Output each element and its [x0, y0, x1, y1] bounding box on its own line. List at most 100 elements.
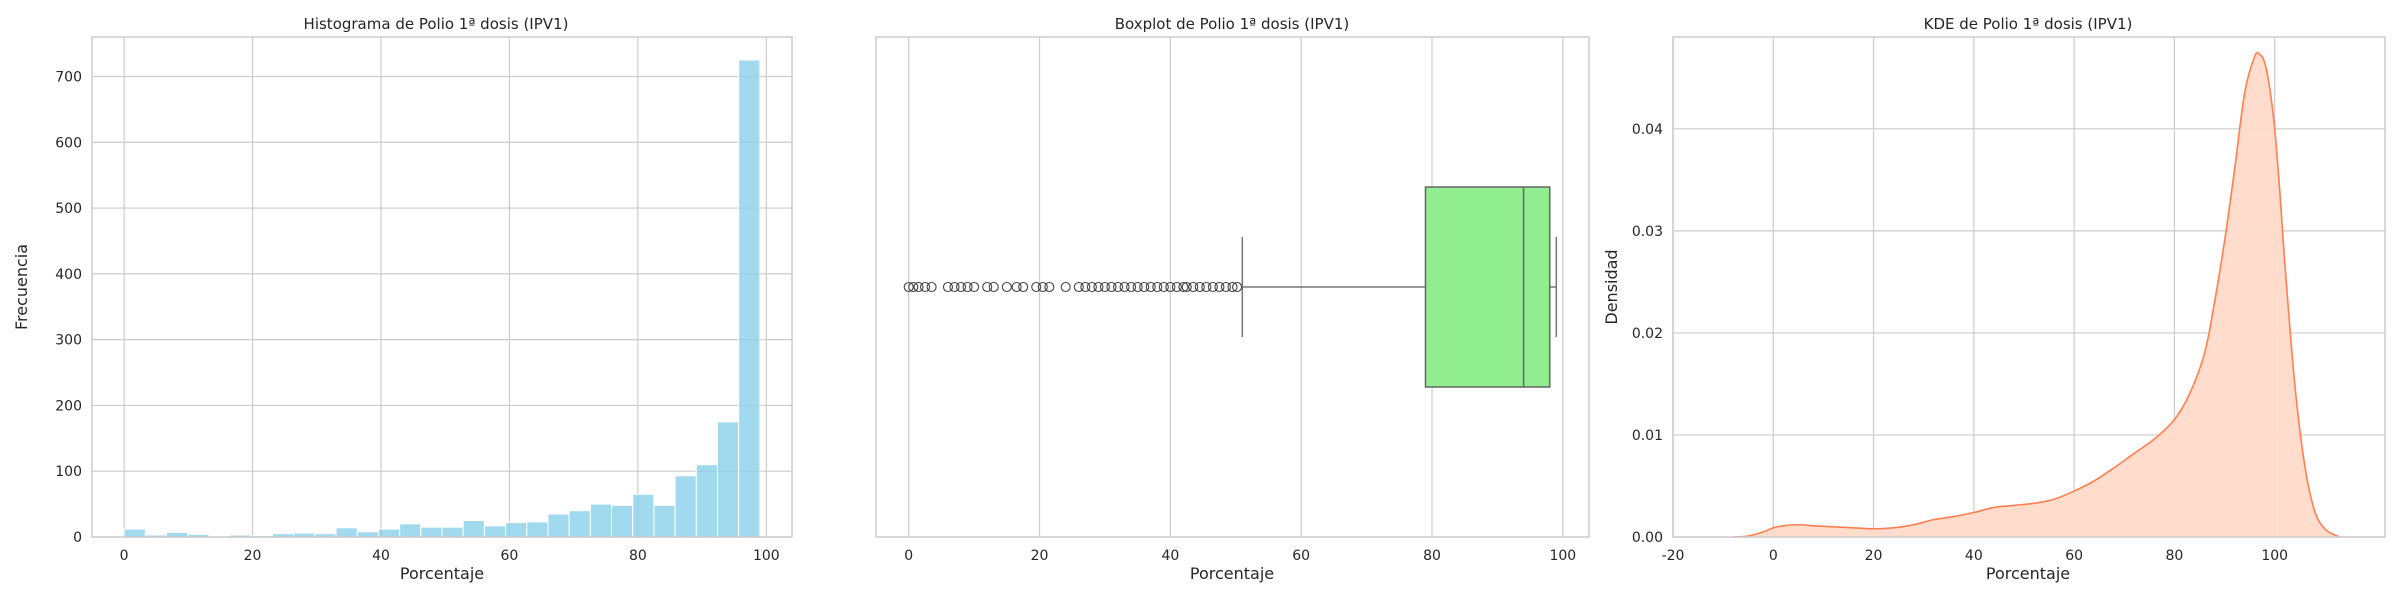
x-tick-label: 0 [120, 548, 129, 564]
histogram-bar [738, 59, 761, 538]
y-tick-label: 600 [55, 135, 82, 151]
boxplot-outlier [1232, 281, 1243, 293]
x-tick-label: 100 [753, 548, 780, 564]
boxplot-outlier [1165, 281, 1176, 293]
x-tick-label: 80 [2165, 548, 2183, 564]
boxplot-outlier [1227, 281, 1238, 293]
histogram-bar [695, 464, 719, 538]
kde-ylabel: Densidad [1602, 249, 1621, 324]
histogram-bar [420, 526, 443, 538]
kde-line [1733, 51, 2341, 538]
boxplot-outlier [962, 281, 973, 293]
boxplot-outlier [969, 281, 980, 293]
y-tick-label: 0.04 [1632, 122, 1663, 138]
kde-frame [1672, 36, 2386, 538]
boxplot-outlier [908, 281, 919, 293]
boxplot-ticks: 0 20 40 60 80 100 [904, 548, 1576, 564]
y-tick-label: 500 [55, 201, 82, 217]
boxplot-outlier [1011, 281, 1022, 293]
boxplot-outlier [1080, 281, 1091, 293]
x-tick-label: 60 [1292, 548, 1310, 564]
boxplot-outlier [1119, 281, 1130, 293]
y-tick-label: 100 [55, 464, 82, 480]
boxplot-outlier [1073, 281, 1084, 293]
boxplot-outlier [1037, 281, 1048, 293]
y-tick-label: 700 [55, 69, 82, 85]
x-tick-label: 0 [1769, 548, 1778, 564]
boxplot-outlier [949, 281, 960, 293]
boxplot-outlier [1099, 281, 1110, 293]
y-tick-label: 0.00 [1632, 530, 1663, 546]
boxplot-outlier [913, 281, 924, 293]
boxplot-outlier [1181, 281, 1192, 293]
boxplot-outlier [1201, 281, 1212, 293]
boxplot-outlier [1220, 281, 1232, 293]
x-tick-label: 40 [372, 548, 390, 564]
boxplot-outlier [1139, 281, 1150, 293]
boxplot-marks [903, 186, 1558, 388]
boxplot-outlier [1145, 281, 1156, 293]
x-tick-label: 100 [2261, 548, 2288, 564]
boxplot-title: Boxplot de Polio 1ª dosis (IPV1) [1115, 15, 1350, 33]
boxplot-outlier [1126, 281, 1137, 293]
y-tick-label: 300 [55, 333, 82, 349]
histogram-bar [441, 526, 464, 538]
kde-ticks: -20 0 20 40 60 80 100 0.00 0.01 0.02 0.03 0.04 [1632, 122, 2288, 564]
histogram-bar [674, 475, 697, 538]
histogram-ticks: 0 20 40 60 80 100 0 100 200 300 400 500 600 700 [55, 69, 779, 564]
kde-title: KDE de Polio 1ª dosis (IPV1) [1924, 15, 2133, 33]
boxplot-outlier [1044, 281, 1055, 293]
y-tick-label: 400 [55, 267, 82, 283]
boxplot-outlier [926, 281, 937, 293]
y-tick-label: 0.02 [1632, 326, 1663, 342]
boxplot-panel: Boxplot de Polio 1ª dosis (IPV1) 0 20 40 60… [875, 15, 1590, 583]
boxplot-outlier [1018, 281, 1029, 293]
kde-area [1733, 52, 2340, 538]
histogram-bar [483, 525, 507, 538]
histogram-bar [335, 527, 358, 538]
x-tick-label: 100 [1549, 548, 1576, 564]
histogram-bar [632, 493, 655, 538]
y-tick-label: 200 [55, 398, 82, 414]
boxplot-outlier [903, 281, 914, 293]
histogram-xlabel: Porcentaje [400, 564, 484, 583]
histogram-grid [92, 37, 792, 538]
histogram-frame [91, 36, 793, 538]
boxplot-outlier [1194, 281, 1205, 293]
boxplot-outlier [1112, 281, 1124, 293]
histogram-title: Histograma de Polio 1ª dosis (IPV1) [304, 15, 569, 33]
boxplot-frame [875, 36, 1590, 538]
boxplot-outlier [1214, 281, 1225, 293]
histogram-bar [589, 503, 613, 538]
kde-panel: KDE de Polio 1ª dosis (IPV1) -20 0 20 40 60 8… [1602, 15, 2386, 583]
boxplot-outlier [1171, 281, 1182, 293]
boxplot-outlier [1106, 281, 1117, 293]
boxplot-outlier [920, 281, 931, 293]
x-tick-label: 20 [1865, 548, 1883, 564]
x-tick-label: 20 [1031, 548, 1049, 564]
x-tick-label: 0 [904, 548, 913, 564]
y-tick-label: 0.01 [1632, 428, 1663, 444]
histogram-bar [568, 510, 591, 538]
kde-xlabel: Porcentaje [1986, 564, 2070, 583]
histogram-bar [462, 520, 485, 538]
boxplot-outlier [955, 281, 967, 293]
histogram-bar [611, 504, 634, 538]
kde-marks [1733, 51, 2341, 538]
histogram-bar [399, 523, 422, 538]
x-tick-label: 80 [1423, 548, 1441, 564]
histogram-bar [717, 421, 740, 538]
histogram-panel: Histograma de Polio 1ª dosis (IPV1) 0 20 4… [12, 15, 793, 583]
histogram-bar [356, 531, 379, 538]
x-tick-label: -20 [1662, 548, 1685, 564]
histogram-ylabel: Frecuencia [12, 244, 31, 330]
x-tick-label: 60 [2065, 548, 2083, 564]
histogram-bar [547, 513, 570, 538]
histogram-bar [505, 522, 528, 538]
y-tick-label: 0 [73, 530, 82, 546]
boxplot-xlabel: Porcentaje [1190, 564, 1274, 583]
x-tick-label: 20 [244, 548, 262, 564]
x-tick-label: 80 [629, 548, 647, 564]
x-tick-label: 40 [1161, 548, 1179, 564]
